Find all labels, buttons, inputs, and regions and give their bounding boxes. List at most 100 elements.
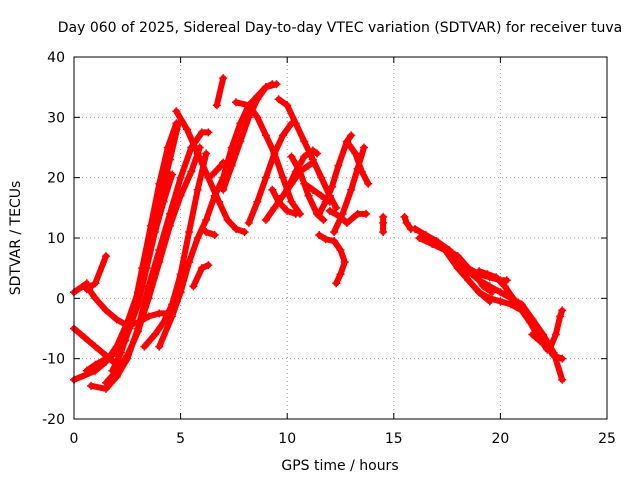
data-point [163, 143, 172, 152]
data-point [283, 101, 292, 110]
y-axis-label: SDTVAR / TECUs [8, 181, 24, 296]
data-point [332, 279, 341, 288]
data-point [208, 170, 217, 179]
data-point [193, 185, 202, 194]
data-point [204, 261, 213, 270]
series-trace [233, 99, 303, 217]
data-point [182, 125, 191, 134]
data-point [278, 173, 287, 182]
data-point [172, 119, 181, 128]
data-point [253, 197, 262, 206]
data-point [362, 209, 371, 218]
data-point [291, 119, 300, 128]
x-tick-label: 0 [70, 431, 79, 447]
series-track-14 [189, 261, 213, 291]
data-point [144, 294, 153, 303]
data-point [402, 218, 411, 227]
data-point [193, 149, 202, 158]
data-point [176, 173, 185, 182]
data-point [528, 330, 537, 339]
series-track-24 [283, 146, 322, 194]
series-track-32 [379, 212, 388, 236]
series-track-13 [172, 107, 249, 236]
data-point [347, 131, 356, 140]
y-tick-label: 40 [47, 50, 65, 66]
data-point [125, 324, 134, 333]
data-point [319, 215, 328, 224]
data-point [445, 246, 454, 255]
data-point [300, 179, 309, 188]
data-point [485, 294, 494, 303]
data-point [193, 234, 202, 242]
data-point [549, 351, 558, 360]
data-point [236, 137, 245, 146]
data-point [133, 327, 142, 336]
series-track-15 [202, 227, 219, 239]
series-trace [343, 138, 372, 187]
data-point [155, 342, 164, 351]
data-point [165, 221, 174, 230]
series-track-19 [232, 98, 304, 218]
data-point [464, 276, 473, 285]
data-point [304, 161, 313, 170]
data-point [558, 306, 567, 315]
data-point [415, 234, 424, 242]
data-point [340, 258, 349, 267]
data-point [261, 173, 270, 182]
data-point [334, 161, 343, 170]
data-point [421, 230, 430, 239]
data-point [308, 155, 317, 164]
data-point [558, 354, 567, 363]
data-point [187, 167, 196, 176]
x-tick-label: 25 [598, 431, 616, 447]
data-point [475, 276, 484, 285]
data-point [526, 318, 535, 327]
data-point [123, 351, 132, 360]
data-point [453, 258, 462, 267]
y-tick-label: -10 [42, 352, 65, 368]
data-point [236, 119, 245, 128]
data-point [545, 345, 554, 354]
data-point [159, 318, 168, 327]
data-point [342, 137, 351, 146]
y-tick-label: -20 [42, 412, 65, 428]
data-point [317, 191, 326, 200]
series-track-18 [212, 74, 228, 110]
data-point [261, 215, 270, 224]
data-point [315, 209, 324, 218]
data-point [101, 252, 110, 261]
data-point [492, 273, 501, 282]
data-point [496, 297, 505, 306]
data-point [300, 137, 309, 146]
data-point [353, 209, 362, 218]
data-point [330, 227, 339, 236]
series-track-16 [208, 158, 228, 179]
data-point [87, 381, 96, 390]
data-point [202, 227, 211, 236]
data-point [151, 227, 160, 236]
data-point [112, 315, 121, 324]
data-point [204, 128, 213, 137]
data-point [411, 224, 420, 233]
data-point [244, 113, 253, 122]
data-point [227, 161, 236, 170]
data-point [287, 152, 296, 161]
data-point [342, 218, 351, 227]
data-point [428, 240, 437, 249]
data-point [155, 179, 164, 188]
data-point [168, 312, 177, 321]
data-point [283, 185, 292, 194]
data-point [308, 146, 317, 155]
data-point [315, 230, 324, 239]
data-point [338, 209, 347, 218]
series-track-17 [219, 80, 281, 194]
ticks: 0 5 10 15 20 25 -20 -10 0 10 20 30 40 [42, 50, 616, 447]
data-point [330, 237, 339, 246]
chart-title: Day 060 of 2025, Sidereal Day-to-day VTE… [58, 20, 622, 36]
data-point [101, 354, 110, 363]
data-point [159, 197, 168, 206]
data-point [261, 83, 270, 92]
data-point [496, 288, 505, 297]
series-track-20 [244, 119, 296, 227]
